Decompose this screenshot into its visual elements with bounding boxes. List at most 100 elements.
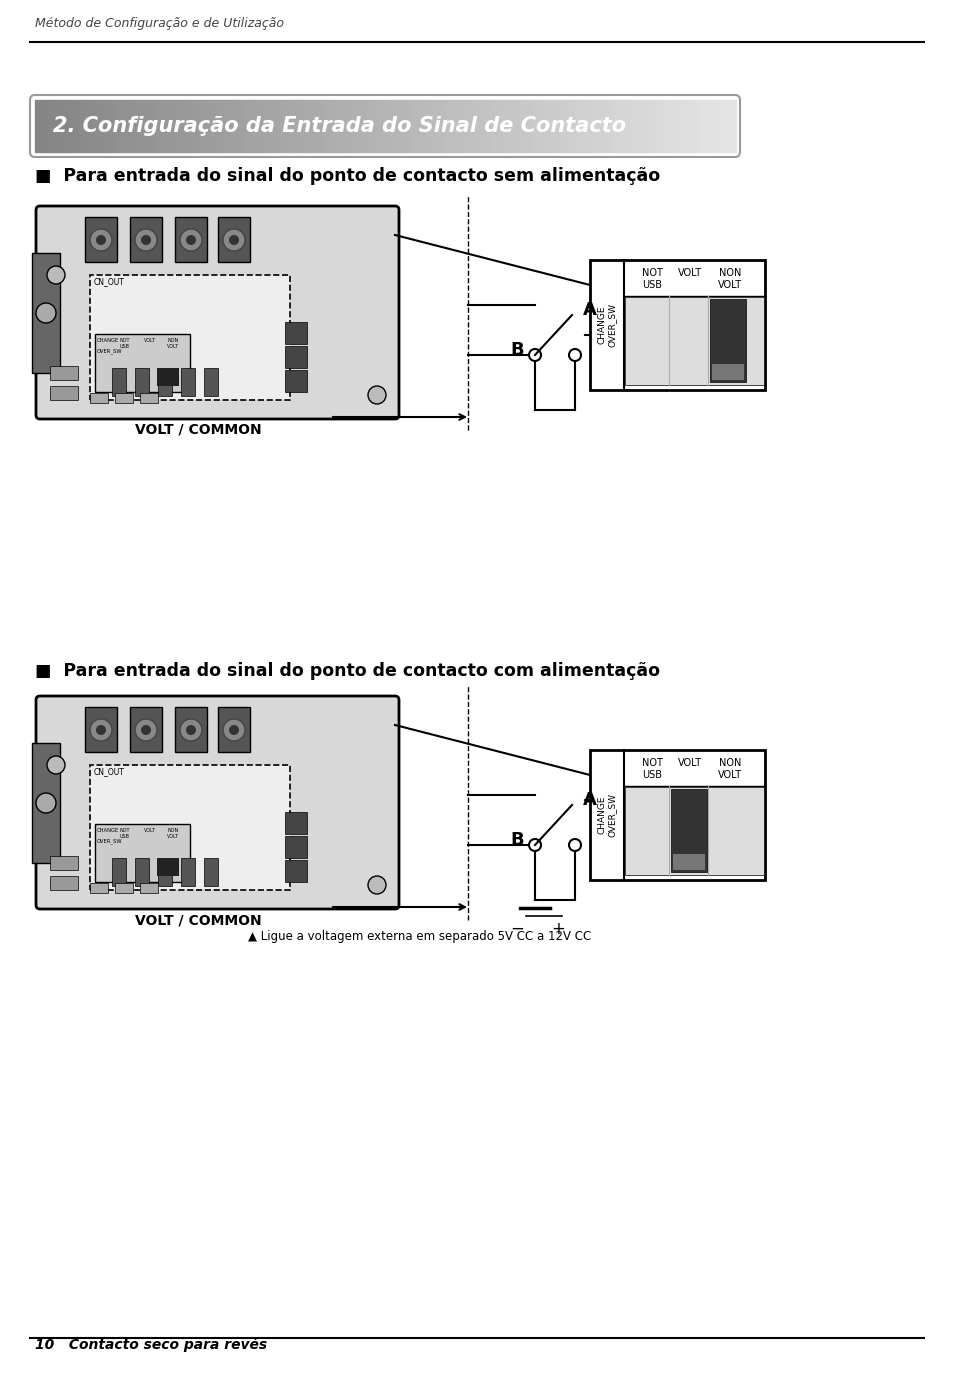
Bar — [130, 217, 162, 262]
Bar — [437, 99, 447, 153]
Text: +: + — [551, 920, 564, 938]
Bar — [32, 743, 60, 862]
Bar — [95, 335, 190, 392]
Circle shape — [36, 302, 56, 323]
Circle shape — [368, 386, 386, 405]
Bar — [725, 99, 735, 153]
Bar — [262, 99, 272, 153]
Text: A: A — [582, 301, 597, 319]
Circle shape — [229, 235, 239, 245]
Bar — [280, 99, 290, 153]
Bar — [90, 274, 290, 400]
Text: CHANGE
OVER_SW: CHANGE OVER_SW — [597, 302, 616, 347]
Bar — [204, 368, 218, 396]
Bar — [140, 99, 150, 153]
Bar — [115, 883, 132, 893]
Bar — [236, 99, 246, 153]
Bar — [612, 99, 621, 153]
Text: 2. Configuração da Entrada do Sinal de Contacto: 2. Configuração da Entrada do Sinal de C… — [53, 116, 625, 136]
Bar — [285, 812, 307, 834]
Circle shape — [96, 725, 106, 735]
Bar — [35, 99, 45, 153]
Bar — [88, 99, 97, 153]
Bar — [516, 99, 525, 153]
Text: NON
VOLT: NON VOLT — [167, 337, 179, 349]
Text: CN_OUT: CN_OUT — [94, 277, 125, 286]
Bar — [394, 99, 403, 153]
Bar — [551, 99, 560, 153]
Bar — [586, 99, 596, 153]
Circle shape — [186, 725, 195, 735]
Text: OVER_SW: OVER_SW — [97, 839, 123, 844]
FancyBboxPatch shape — [36, 696, 398, 909]
Bar — [670, 790, 706, 872]
Text: NOT
USB: NOT USB — [120, 827, 131, 839]
Text: VOLT: VOLT — [144, 827, 156, 833]
Text: (Fornecimento local): (Fornecimento local) — [644, 806, 765, 820]
Bar — [681, 99, 692, 153]
Bar — [140, 393, 158, 403]
FancyBboxPatch shape — [36, 206, 398, 419]
Bar — [32, 253, 60, 372]
Text: VOLT / COMMON: VOLT / COMMON — [134, 423, 261, 437]
Bar — [204, 858, 218, 886]
Bar — [122, 99, 132, 153]
Bar — [149, 99, 158, 153]
Text: CN_OUT: CN_OUT — [94, 767, 125, 776]
Circle shape — [180, 230, 202, 251]
Bar — [245, 99, 254, 153]
Bar — [130, 707, 162, 752]
Circle shape — [90, 230, 112, 251]
Bar — [711, 364, 743, 379]
Bar — [285, 836, 307, 858]
Bar — [624, 787, 763, 875]
Bar — [210, 99, 219, 153]
Bar — [589, 260, 764, 391]
Bar — [96, 99, 106, 153]
Bar — [140, 883, 158, 893]
Bar — [620, 99, 630, 153]
Bar — [402, 99, 412, 153]
Bar — [115, 393, 132, 403]
Circle shape — [36, 792, 56, 813]
Text: NOT
USB: NOT USB — [120, 337, 131, 349]
Bar — [181, 368, 194, 396]
Bar — [455, 99, 464, 153]
Bar — [656, 99, 665, 153]
Bar — [367, 99, 376, 153]
Bar — [559, 99, 569, 153]
Circle shape — [529, 839, 540, 851]
Bar — [218, 707, 250, 752]
Bar — [95, 825, 190, 882]
Bar — [50, 876, 78, 890]
Bar — [201, 99, 211, 153]
Bar — [589, 750, 764, 881]
Bar — [50, 386, 78, 400]
Text: NON
VOLT: NON VOLT — [718, 757, 741, 780]
Text: A LG não fornece: A LG não fornece — [644, 287, 745, 300]
Bar — [419, 99, 429, 153]
Bar — [157, 368, 179, 386]
Circle shape — [96, 235, 106, 245]
Text: −: − — [510, 920, 523, 938]
Bar — [50, 365, 78, 379]
Bar — [358, 99, 368, 153]
Circle shape — [141, 235, 151, 245]
Bar — [428, 99, 438, 153]
Circle shape — [229, 725, 239, 735]
Bar — [79, 99, 89, 153]
Bar — [44, 99, 53, 153]
Bar — [385, 99, 395, 153]
Text: CHANGE: CHANGE — [97, 337, 119, 343]
Bar — [174, 99, 185, 153]
Bar — [524, 99, 535, 153]
Bar — [498, 99, 508, 153]
Bar — [50, 855, 78, 869]
Bar — [85, 707, 117, 752]
Text: VOLT / COMMON: VOLT / COMMON — [134, 913, 261, 927]
Bar — [158, 858, 172, 886]
Text: NON
VOLT: NON VOLT — [167, 827, 179, 839]
Bar — [341, 99, 351, 153]
Circle shape — [47, 756, 65, 774]
Bar — [333, 99, 342, 153]
